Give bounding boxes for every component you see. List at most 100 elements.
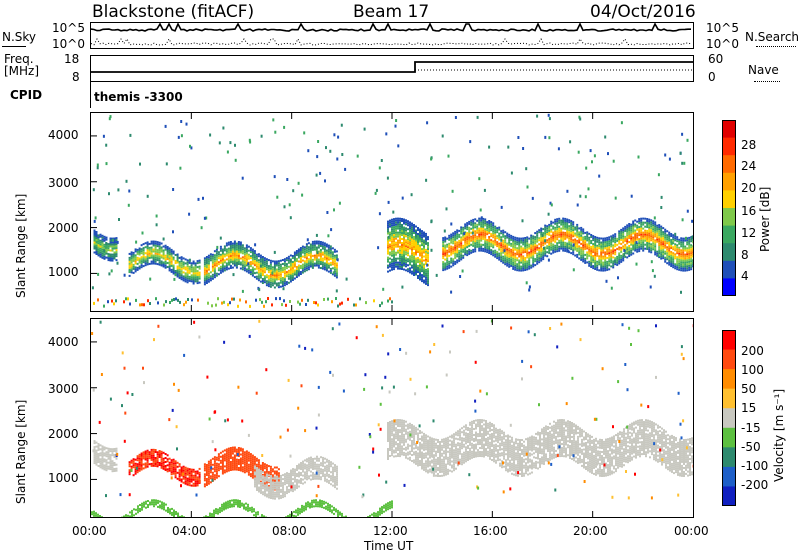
power-cell xyxy=(235,266,238,269)
power-cell xyxy=(144,264,147,267)
power-cell xyxy=(598,257,601,260)
power-cell xyxy=(602,265,605,268)
velocity-cell xyxy=(132,466,135,469)
power-cell xyxy=(502,239,505,242)
power-cell xyxy=(580,250,583,253)
power-cell xyxy=(592,249,595,252)
power-cell xyxy=(506,252,509,255)
power-cell xyxy=(562,217,565,220)
velocity-cell xyxy=(99,444,102,447)
velocity-cell xyxy=(109,450,112,453)
power-cell xyxy=(546,227,549,230)
power-cell xyxy=(409,235,411,238)
velocity-cell xyxy=(266,489,268,492)
power-cell xyxy=(540,231,543,234)
power-cell xyxy=(140,262,143,265)
velocity-cell xyxy=(188,480,191,483)
power-cell xyxy=(307,266,310,269)
power-cell xyxy=(323,262,326,265)
power-cell xyxy=(411,258,413,261)
power-cell xyxy=(411,248,413,251)
power-cell xyxy=(389,245,391,248)
power-near-range-cell xyxy=(221,301,223,305)
power-cell xyxy=(415,225,417,228)
power-cell xyxy=(572,227,575,230)
power-cell xyxy=(652,246,655,249)
power-cell xyxy=(554,218,557,221)
power-cell xyxy=(490,227,493,230)
power-cell xyxy=(566,234,569,237)
power-cell xyxy=(387,232,389,235)
power-cell xyxy=(498,254,501,257)
power-cell xyxy=(612,252,615,255)
power-noise-cell xyxy=(236,261,239,265)
power-cell xyxy=(168,253,171,256)
power-cell xyxy=(307,260,310,263)
power-cell xyxy=(275,270,278,273)
power-cell xyxy=(289,266,292,269)
power-cell xyxy=(666,242,669,245)
velocity-cell xyxy=(276,475,278,478)
power-cell xyxy=(652,222,655,225)
velocity-cell xyxy=(166,454,169,457)
power-cell xyxy=(442,241,445,244)
power-cell xyxy=(209,259,212,262)
power-cell xyxy=(184,276,187,279)
power-noise-cell xyxy=(288,203,291,207)
power-cell xyxy=(211,275,214,278)
power-cell xyxy=(205,282,208,284)
power-cell xyxy=(293,251,296,254)
power-cell xyxy=(676,266,679,269)
velocity-cell xyxy=(172,462,175,465)
power-cell xyxy=(415,243,417,246)
power-cell xyxy=(454,238,457,241)
power-cell xyxy=(532,239,535,242)
power-cell xyxy=(540,259,543,262)
power-cell xyxy=(584,231,587,234)
power-cell xyxy=(107,243,110,246)
power-cell xyxy=(658,224,661,227)
velocity-cell xyxy=(254,467,256,470)
power-cell xyxy=(442,257,445,260)
power-noise-cell xyxy=(146,194,149,198)
power-cell xyxy=(692,255,695,258)
power-cell xyxy=(614,251,617,254)
power-cell xyxy=(172,268,175,271)
power-near-range-cell xyxy=(259,298,261,302)
power-cell xyxy=(622,231,625,234)
power-cell xyxy=(640,221,643,224)
power-cell xyxy=(674,245,677,248)
power-cell xyxy=(325,267,328,270)
power-cell xyxy=(612,236,615,239)
power-cell xyxy=(180,274,183,277)
power-cell xyxy=(486,249,489,252)
power-noise-cell xyxy=(579,194,582,198)
power-cell xyxy=(632,222,635,225)
power-cell xyxy=(538,255,541,258)
power-cell xyxy=(393,250,395,253)
power-noise-cell xyxy=(329,245,332,249)
velocity-cell xyxy=(294,484,296,487)
power-cell xyxy=(325,249,328,252)
power-cell xyxy=(468,242,471,245)
velocity-cell xyxy=(264,480,266,483)
power-cell xyxy=(319,245,322,247)
velocity-cell xyxy=(213,468,216,471)
power-cell xyxy=(327,244,330,247)
power-cell xyxy=(504,231,507,234)
power-cell xyxy=(247,245,250,248)
power-cell xyxy=(532,259,535,262)
power-cell xyxy=(93,235,96,238)
power-noise-cell xyxy=(123,273,126,277)
power-cell xyxy=(664,258,667,261)
power-cell xyxy=(554,222,557,225)
velocity-cell xyxy=(229,465,232,467)
power-cell xyxy=(329,261,332,264)
power-cell xyxy=(194,262,197,265)
velocity-cell xyxy=(286,486,288,489)
power-cell xyxy=(462,226,465,229)
power-cell xyxy=(237,251,240,253)
power-cell xyxy=(678,240,681,243)
power-cell xyxy=(490,249,493,252)
power-cell xyxy=(476,229,479,232)
